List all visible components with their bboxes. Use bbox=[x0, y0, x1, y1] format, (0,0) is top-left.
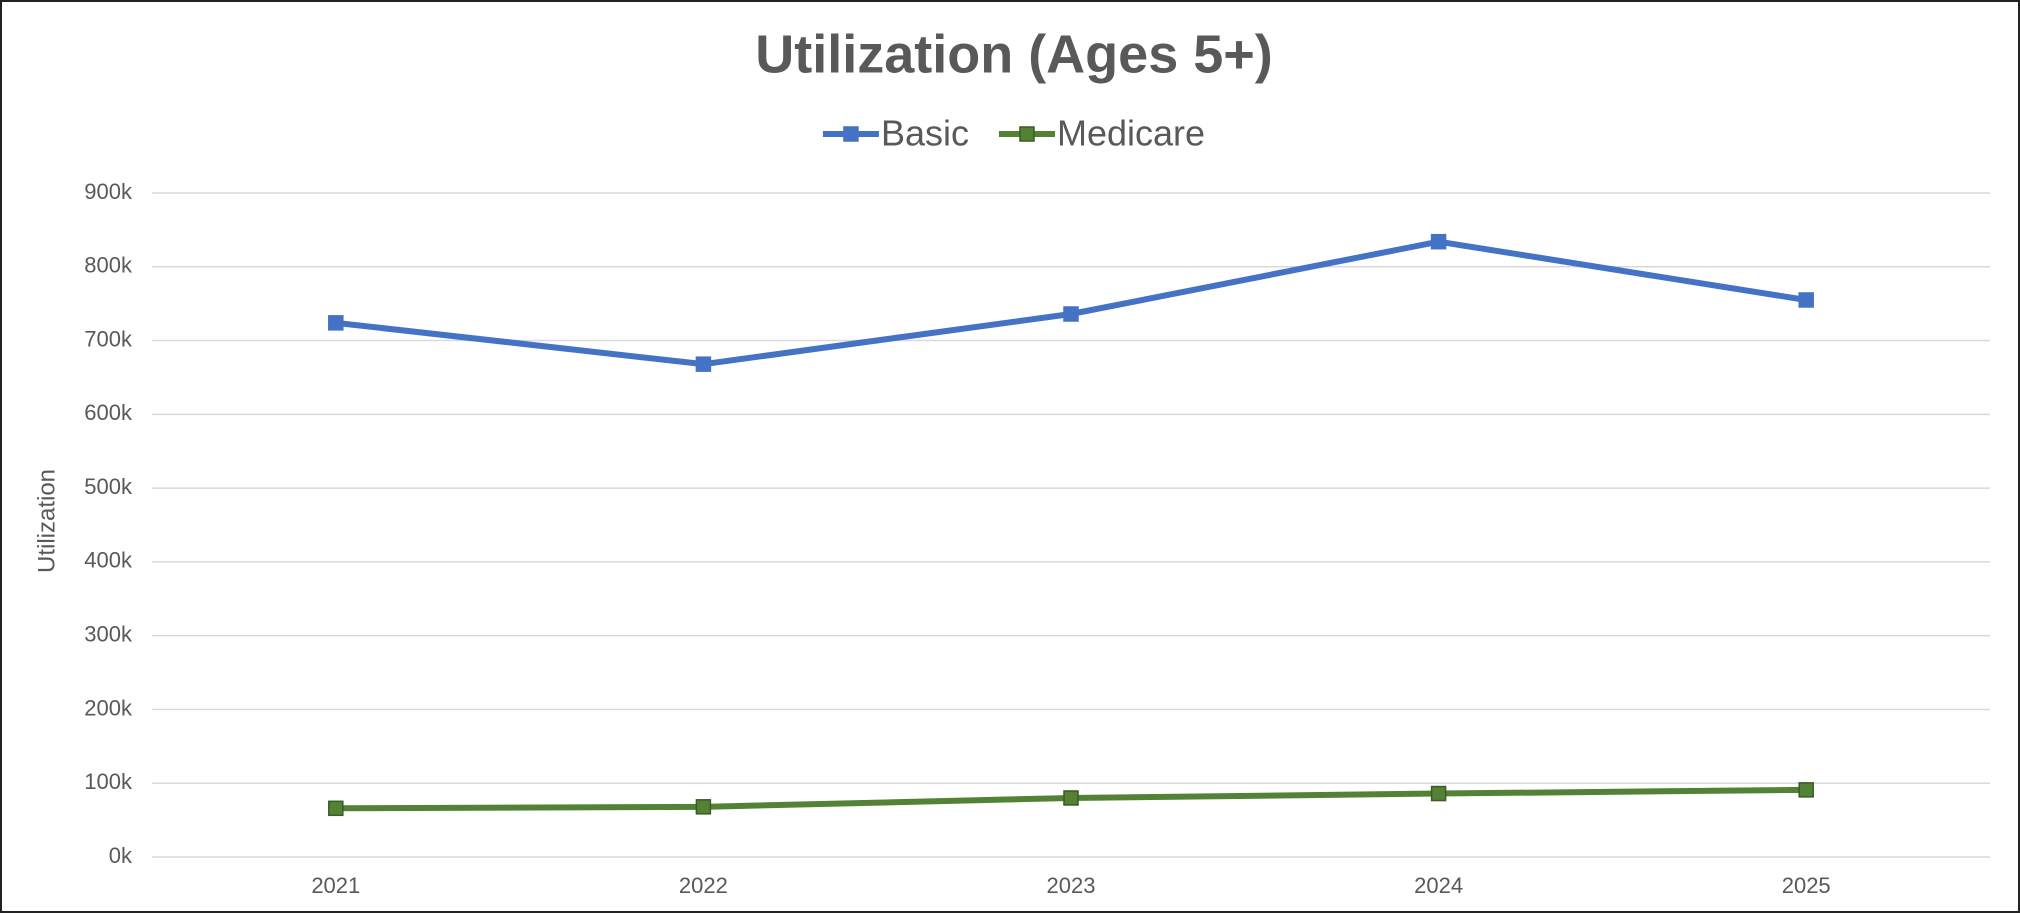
legend: Basic Medicare bbox=[822, 113, 1205, 154]
marker bbox=[1430, 233, 1447, 250]
x-tick-label: 2023 bbox=[1047, 873, 1096, 898]
marker bbox=[1063, 790, 1079, 806]
y-tick-label: 800k bbox=[84, 253, 133, 278]
marker bbox=[1430, 785, 1447, 802]
y-tick-label: 200k bbox=[84, 695, 133, 720]
y-axis-label: Utilization bbox=[33, 469, 60, 573]
x-tick-label: 2022 bbox=[679, 873, 728, 898]
y-tick-label: 0k bbox=[109, 843, 133, 868]
x-tick-label: 2024 bbox=[1414, 873, 1463, 898]
y-tick-label: 300k bbox=[84, 621, 133, 646]
marker bbox=[1798, 782, 1814, 798]
legend-marker bbox=[843, 126, 859, 142]
marker bbox=[328, 315, 344, 331]
y-tick-label: 600k bbox=[84, 400, 133, 425]
y-tick-label: 900k bbox=[84, 179, 133, 204]
marker bbox=[695, 356, 712, 372]
x-tick-label: 2021 bbox=[311, 873, 360, 898]
x-tick-label: 2025 bbox=[1782, 873, 1831, 898]
y-tick-label: 400k bbox=[84, 548, 133, 573]
y-tick-label: 700k bbox=[84, 326, 133, 351]
legend-label: Basic bbox=[881, 113, 969, 154]
y-tick-label: 100k bbox=[84, 769, 133, 794]
marker bbox=[1063, 306, 1079, 322]
marker bbox=[328, 800, 344, 817]
legend-label: Medicare bbox=[1057, 113, 1205, 154]
legend-marker bbox=[1019, 126, 1035, 142]
marker bbox=[1798, 292, 1814, 308]
chart-title: Utilization (Ages 5+) bbox=[755, 24, 1273, 84]
marker bbox=[695, 799, 712, 815]
y-tick-label: 500k bbox=[84, 474, 133, 499]
